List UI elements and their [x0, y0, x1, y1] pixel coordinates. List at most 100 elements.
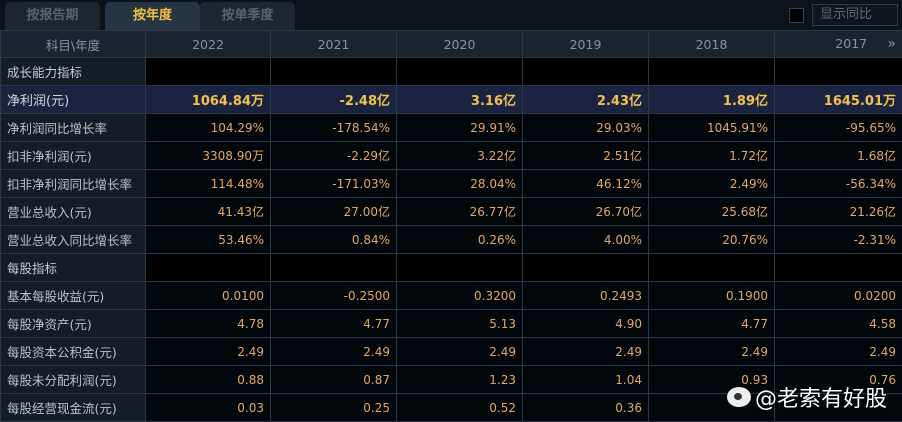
value-cell: 2.49 — [523, 338, 649, 366]
value-cell: 1064.84万 — [146, 86, 271, 114]
value-cell: 0.36 — [523, 394, 649, 422]
value-cell: 53.46% — [146, 226, 271, 254]
empty-cell — [775, 254, 902, 282]
value-cell: 41.43亿 — [146, 198, 271, 226]
value-cell: -2.29亿 — [271, 142, 397, 170]
year-header: 2021 — [271, 31, 397, 58]
empty-cell — [523, 254, 649, 282]
row-label: 每股净资产(元) — [1, 310, 146, 338]
empty-cell — [146, 254, 271, 282]
empty-cell — [271, 254, 397, 282]
row-label: 营业总收入(元) — [1, 198, 146, 226]
tab-by-year[interactable]: 按年度 — [105, 2, 200, 30]
value-cell: 29.03% — [523, 114, 649, 142]
value-cell: 0.2493 — [523, 282, 649, 310]
value-cell: 2.49 — [775, 338, 902, 366]
empty-cell — [397, 254, 523, 282]
value-cell: 0.0100 — [146, 282, 271, 310]
section-row: 每股指标 — [1, 254, 902, 282]
value-cell: 0.03 — [146, 394, 271, 422]
value-cell: 1045.91% — [649, 114, 775, 142]
row-label: 扣非净利润同比增长率 — [1, 170, 146, 198]
value-cell: 4.58 — [775, 310, 902, 338]
value-cell: 46.12% — [523, 170, 649, 198]
value-cell: 0.26% — [397, 226, 523, 254]
row-label: 每股经营现金流(元) — [1, 394, 146, 422]
value-cell: 2.49 — [146, 338, 271, 366]
year-label: 2017 — [835, 36, 867, 51]
value-cell: 0.1900 — [649, 282, 775, 310]
year-header: 2017 » — [775, 31, 902, 58]
section-title: 成长能力指标 — [1, 58, 146, 86]
value-cell: 1.04 — [523, 366, 649, 394]
value-cell: 4.77 — [649, 310, 775, 338]
show-yoy-button[interactable]: 显示同比 — [812, 4, 898, 26]
row-label: 营业总收入同比增长率 — [1, 226, 146, 254]
value-cell: 3.16亿 — [397, 86, 523, 114]
value-cell: 1.68亿 — [775, 142, 902, 170]
section-title: 每股指标 — [1, 254, 146, 282]
tab-by-report-period[interactable]: 按报告期 — [5, 2, 100, 30]
year-header: 2019 — [523, 31, 649, 58]
empty-cell — [146, 58, 271, 86]
tab-by-quarter[interactable]: 按单季度 — [200, 2, 295, 30]
value-cell: 3308.90万 — [146, 142, 271, 170]
value-cell: 29.91% — [397, 114, 523, 142]
value-cell: 1.23 — [397, 366, 523, 394]
watermark: @老索有好股 — [727, 381, 887, 413]
value-cell: 0.84% — [271, 226, 397, 254]
year-header: 2022 — [146, 31, 271, 58]
value-cell: -178.54% — [271, 114, 397, 142]
row-label: 每股未分配利润(元) — [1, 366, 146, 394]
value-cell: 2.49 — [271, 338, 397, 366]
show-yoy-checkbox[interactable] — [789, 8, 804, 23]
value-cell: 5.13 — [397, 310, 523, 338]
row-label: 净利润同比增长率 — [1, 114, 146, 142]
value-cell: 0.25 — [271, 394, 397, 422]
value-cell: 1.72亿 — [649, 142, 775, 170]
value-cell: 0.88 — [146, 366, 271, 394]
row-label: 每股资本公积金(元) — [1, 338, 146, 366]
row-label: 基本每股收益(元) — [1, 282, 146, 310]
value-cell: -2.48亿 — [271, 86, 397, 114]
row-label: 扣非净利润(元) — [1, 142, 146, 170]
value-cell: 25.68亿 — [649, 198, 775, 226]
value-cell: 27.00亿 — [271, 198, 397, 226]
value-cell: -0.2500 — [271, 282, 397, 310]
value-cell: 4.90 — [523, 310, 649, 338]
value-cell: 114.48% — [146, 170, 271, 198]
value-cell: 28.04% — [397, 170, 523, 198]
value-cell: -95.65% — [775, 114, 902, 142]
value-cell: -171.03% — [271, 170, 397, 198]
next-columns-icon[interactable]: » — [887, 36, 896, 52]
value-cell: 2.49 — [397, 338, 523, 366]
value-cell: 1645.01万 — [775, 86, 902, 114]
empty-cell — [271, 58, 397, 86]
value-cell: -56.34% — [775, 170, 902, 198]
value-cell: 26.70亿 — [523, 198, 649, 226]
value-cell: 26.77亿 — [397, 198, 523, 226]
weibo-logo-icon — [727, 387, 751, 407]
value-cell: -2.31% — [775, 226, 902, 254]
value-cell: 4.78 — [146, 310, 271, 338]
value-cell: 4.00% — [523, 226, 649, 254]
empty-cell — [523, 58, 649, 86]
value-cell: 0.87 — [271, 366, 397, 394]
section-row: 成长能力指标 — [1, 58, 902, 86]
value-cell: 20.76% — [649, 226, 775, 254]
empty-cell — [649, 254, 775, 282]
value-cell: 3.22亿 — [397, 142, 523, 170]
value-cell: 0.0200 — [775, 282, 902, 310]
empty-cell — [775, 58, 902, 86]
